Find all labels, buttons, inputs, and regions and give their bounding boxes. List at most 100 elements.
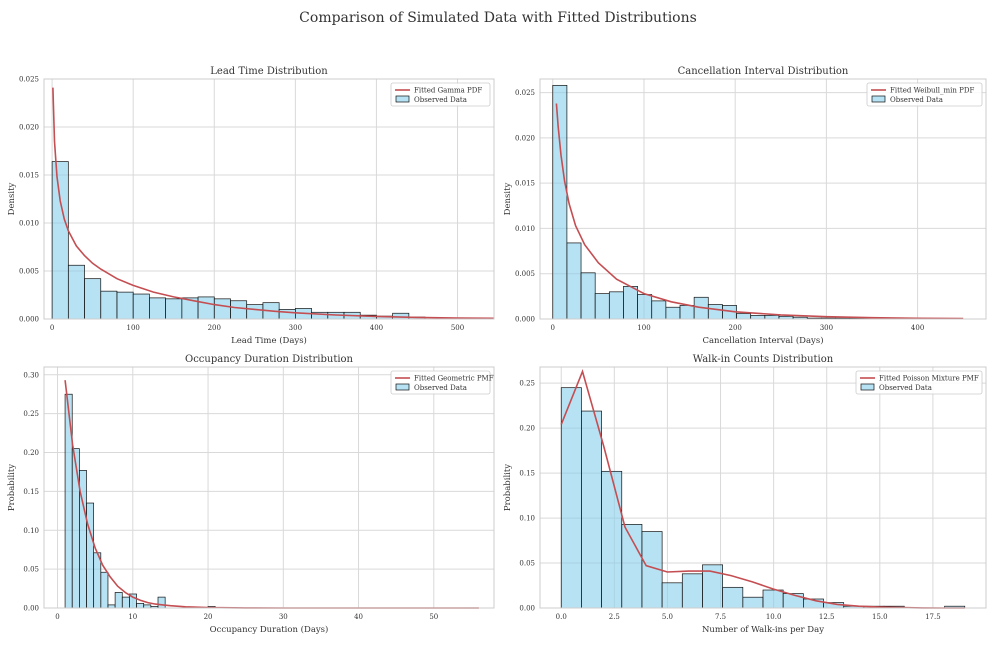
y-tick-label: 0.00 xyxy=(519,605,535,613)
y-tick-label: 0.015 xyxy=(19,172,39,180)
fitted-curve xyxy=(52,87,495,320)
legend-fit-label: Fitted Poisson Mixture PMF xyxy=(879,375,979,383)
subplot-title: Occupancy Duration Distribution xyxy=(185,354,354,365)
y-tick-label: 0.005 xyxy=(515,270,535,278)
x-tick-label: 0 xyxy=(50,324,54,332)
y-tick-label: 0.010 xyxy=(19,220,39,228)
x-tick-label: 200 xyxy=(728,324,741,332)
y-tick-label: 0.020 xyxy=(19,124,39,132)
x-tick-label: 12.5 xyxy=(819,613,835,621)
x-tick-label: 17.5 xyxy=(925,613,941,621)
x-tick-label: 2.5 xyxy=(609,613,620,621)
legend-fit-label: Fitted Gamma PDF xyxy=(414,87,482,95)
legend-bar-swatch xyxy=(871,95,886,103)
histogram-bar xyxy=(580,272,596,320)
subplot-occupancy: 0 10 20 30 40 50 0.00 0.05 0.10 0.15 0.20 0.25 0.30 O… xyxy=(7,354,495,635)
histogram-bar xyxy=(621,524,643,609)
plot-frame xyxy=(539,366,987,609)
histogram-bar xyxy=(552,84,568,320)
fitted-curve xyxy=(555,103,964,320)
legend-observed-label: Observed Data xyxy=(414,96,467,104)
histogram-bar xyxy=(93,552,102,609)
figure-title: Comparison of Simulated Data with Fitted… xyxy=(299,10,697,26)
histogram-bar xyxy=(665,306,681,320)
histogram-bar xyxy=(750,315,766,320)
legend-box xyxy=(866,82,983,107)
y-tick-label: 0.15 xyxy=(519,470,535,478)
x-tick-label: 5.0 xyxy=(662,613,673,621)
x-tick-label: 10 xyxy=(128,613,137,621)
x-tick-label: 200 xyxy=(208,324,221,332)
histogram-bar xyxy=(594,293,610,320)
x-tick-label: 400 xyxy=(911,324,924,332)
histogram-bar xyxy=(197,296,215,320)
histogram-bar xyxy=(157,596,166,609)
y-axis-label: Density xyxy=(7,182,17,215)
histogram-bar xyxy=(132,293,150,320)
histogram-bar xyxy=(707,304,723,320)
histogram-bar xyxy=(601,470,623,609)
histogram-bar xyxy=(230,300,248,320)
y-tick-label: 0.010 xyxy=(515,225,535,233)
histogram-bar xyxy=(165,298,183,320)
histogram-bar xyxy=(100,290,118,320)
plot-frame xyxy=(43,78,495,320)
y-tick-label: 0.10 xyxy=(519,515,535,523)
histogram-bar xyxy=(136,602,145,609)
x-tick-label: 400 xyxy=(370,324,383,332)
histogram-bar xyxy=(581,410,602,609)
histogram-bar xyxy=(722,586,744,609)
histogram-bar xyxy=(782,593,804,609)
legend-fit-label: Fitted Weibull_min PDF xyxy=(890,87,974,95)
histogram-bar xyxy=(566,242,582,320)
y-axis-label: Probability xyxy=(7,464,17,511)
y-tick-label: 0.005 xyxy=(19,268,39,276)
histogram-bar xyxy=(623,286,638,320)
legend-box xyxy=(390,370,491,395)
histogram-bar xyxy=(121,596,130,609)
y-tick-label: 0.00 xyxy=(23,605,39,613)
histogram-bar xyxy=(114,592,123,609)
x-tick-label: 10.0 xyxy=(766,613,782,621)
x-tick-label: 20 xyxy=(204,613,213,621)
x-tick-label: 100 xyxy=(637,324,650,332)
y-tick-label: 0.015 xyxy=(515,180,535,188)
x-tick-label: 100 xyxy=(127,324,140,332)
y-axis-label: Density xyxy=(503,182,513,215)
y-tick-label: 0.000 xyxy=(19,316,39,324)
subplot-title: Lead Time Distribution xyxy=(210,66,328,77)
subplot-walkin: 0.0 2.5 5.0 7.5 10.0 12.5 15.0 17.5 0.00 0.05 0.10… xyxy=(503,354,987,635)
x-tick-label: 500 xyxy=(451,324,464,332)
histogram-bar xyxy=(681,573,703,609)
histogram-bar xyxy=(679,305,695,320)
x-tick-label: 0 xyxy=(551,324,555,332)
y-tick-label: 0.000 xyxy=(515,316,535,324)
histogram-bar xyxy=(651,300,667,320)
x-tick-label: 30 xyxy=(279,613,288,621)
histogram-bar xyxy=(637,294,653,320)
legend-bar-swatch xyxy=(395,383,410,391)
y-tick-label: 0.025 xyxy=(19,76,39,84)
y-tick-label: 0.30 xyxy=(23,371,39,379)
subplot-lead: 0 100 200 300 400 500 0.000 0.005 0.010 0.015 0.02… xyxy=(7,66,495,346)
x-axis-label: Occupancy Duration (Days) xyxy=(210,624,329,635)
y-tick-label: 0.25 xyxy=(23,410,39,418)
subplot-cancel: 0 100 200 300 400 0.000 0.005 0.010 0.015 0.020 0.… xyxy=(503,66,987,346)
y-tick-label: 0.20 xyxy=(519,425,535,433)
x-axis-label: Cancellation Interval (Days) xyxy=(702,335,823,346)
histogram-bar xyxy=(116,291,134,320)
plot-frame xyxy=(43,366,495,609)
y-tick-label: 0.05 xyxy=(519,560,535,568)
x-tick-label: 300 xyxy=(289,324,302,332)
legend-bar-swatch xyxy=(395,95,410,103)
subplot-title: Walk-in Counts Distribution xyxy=(693,354,834,365)
histogram-bar xyxy=(84,278,102,320)
histogram-bar xyxy=(71,448,80,609)
x-tick-label: 15.0 xyxy=(872,613,888,621)
fitted-curve xyxy=(64,380,479,609)
histogram-bar xyxy=(278,309,296,320)
subplot-title: Cancellation Interval Distribution xyxy=(678,66,849,77)
